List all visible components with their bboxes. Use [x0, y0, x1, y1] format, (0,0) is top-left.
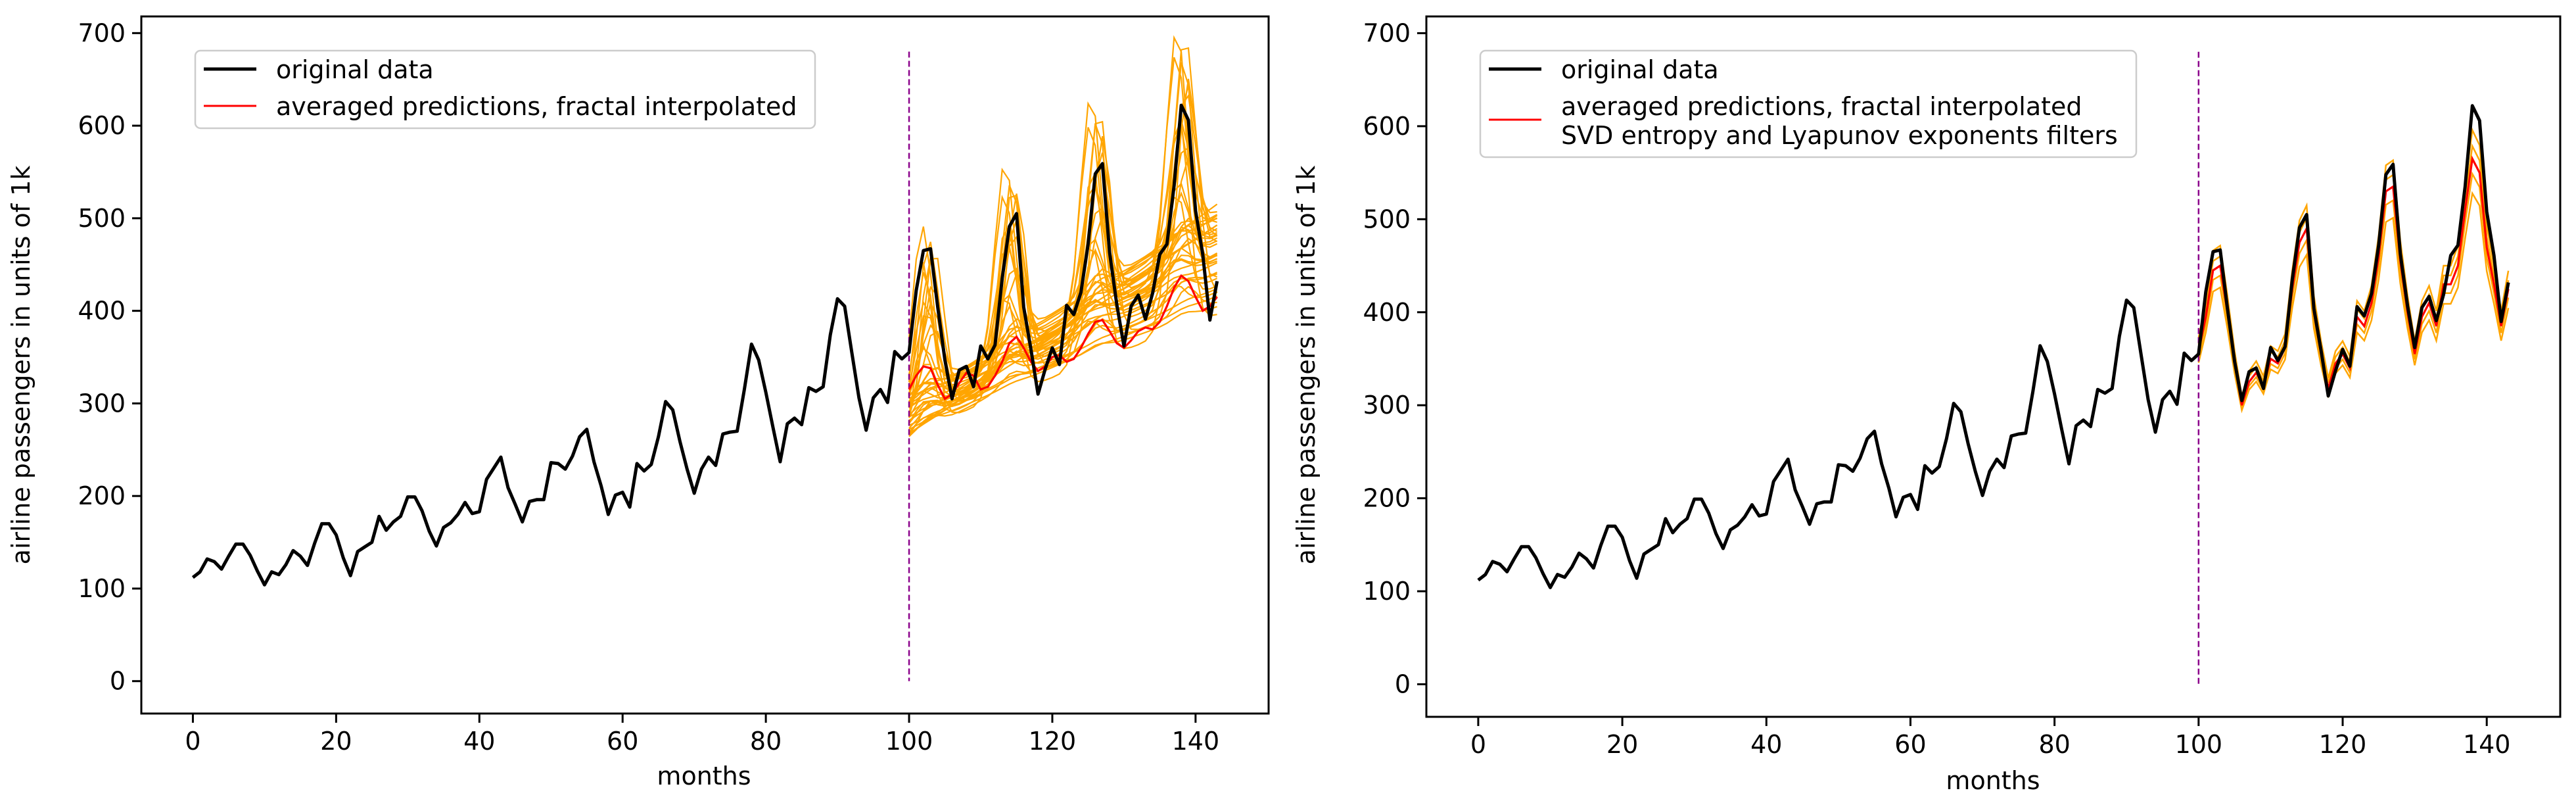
legend-box	[1479, 49, 2138, 158]
y-tick-label: 400	[1363, 298, 1411, 327]
plot-area	[141, 16, 1269, 714]
y-tick-label: 400	[78, 297, 126, 326]
legend-box	[194, 49, 816, 130]
legend-label-original: original data	[1561, 55, 1719, 84]
x-tick-label: 120	[2319, 730, 2367, 759]
y-tick-label: 100	[78, 574, 126, 603]
x-tick-label: 0	[1470, 730, 1486, 759]
legend-label-average: averaged predictions, fractal interpolat…	[1561, 92, 2118, 150]
legend-label-line: SVD entropy and Lyapunov exponents filte…	[1561, 121, 2118, 150]
y-tick-label: 500	[78, 204, 126, 233]
x-tick-label: 20	[1606, 730, 1638, 759]
y-tick-label: 700	[78, 18, 126, 47]
x-axis-label: months	[1946, 766, 2040, 795]
x-tick-label: 140	[2463, 730, 2511, 759]
original-line-group	[191, 103, 1219, 587]
y-tick-label: 0	[1395, 669, 1411, 698]
axes-frame	[140, 15, 1270, 715]
x-tick-label: 80	[750, 727, 782, 756]
legend-label-line: averaged predictions, fractal interpolat…	[1561, 92, 2082, 121]
y-tick-label: 100	[1363, 577, 1411, 606]
averaged-predictions-line	[908, 274, 1218, 400]
x-axis-ticks: 0 20 40 60 80 100 120 140	[185, 714, 1219, 756]
x-tick-label: 60	[1894, 730, 1926, 759]
y-tick-label: 200	[78, 481, 126, 510]
y-tick-label: 300	[1363, 391, 1411, 420]
ensemble-prediction-line	[908, 285, 1217, 409]
y-axis-ticks: 0 100 200 300 400 500 600 700	[78, 18, 141, 696]
x-tick-label: 80	[2038, 730, 2070, 759]
y-tick-label: 700	[1363, 18, 1411, 47]
y-axis-label: airline passengers in units of 1k	[1292, 166, 1321, 565]
y-axis-label: airline passengers in units of 1k	[7, 166, 35, 565]
original-line-group	[1477, 104, 2510, 589]
left-chart: 0 20 40 60 80 100 120 140 0 100 200 300 400 500 600 70…	[7, 15, 1270, 790]
axes-frame	[1425, 15, 2562, 718]
original-data-line	[191, 103, 1219, 587]
y-tick-label: 500	[1363, 205, 1411, 233]
y-tick-label: 600	[1363, 112, 1411, 141]
ensemble-prediction-line	[2197, 191, 2510, 414]
ensemble-prediction-line	[908, 118, 1217, 414]
x-tick-label: 20	[320, 727, 352, 756]
x-tick-label: 40	[1750, 730, 1782, 759]
legend-label-average: averaged predictions, fractal interpolat…	[276, 92, 797, 121]
x-tick-label: 0	[185, 727, 200, 756]
x-tick-label: 100	[2175, 730, 2223, 759]
y-tick-label: 0	[110, 667, 126, 696]
right-chart: 0 20 40 60 80 100 120 140 0 100 200 300 400 500 600 70…	[1292, 15, 2562, 795]
legend: original data averaged predictions, frac…	[1479, 49, 2138, 158]
y-tick-label: 300	[78, 389, 126, 418]
x-tick-label: 60	[607, 727, 638, 756]
x-tick-label: 100	[885, 727, 933, 756]
legend-label-original: original data	[276, 55, 434, 84]
average-line-group	[908, 274, 1218, 400]
x-tick-label: 140	[1172, 727, 1220, 756]
y-tick-label: 600	[78, 111, 126, 140]
y-tick-label: 200	[1363, 484, 1411, 513]
x-tick-label: 40	[463, 727, 495, 756]
original-data-line	[1477, 104, 2510, 589]
y-axis-ticks: 0 100 200 300 400 500 600 700	[1363, 18, 1426, 698]
legend: original data averaged predictions, frac…	[194, 49, 816, 130]
x-tick-label: 120	[1029, 727, 1077, 756]
x-axis-ticks: 0 20 40 60 80 100 120 140	[1470, 717, 2511, 759]
x-axis-label: months	[657, 762, 751, 790]
